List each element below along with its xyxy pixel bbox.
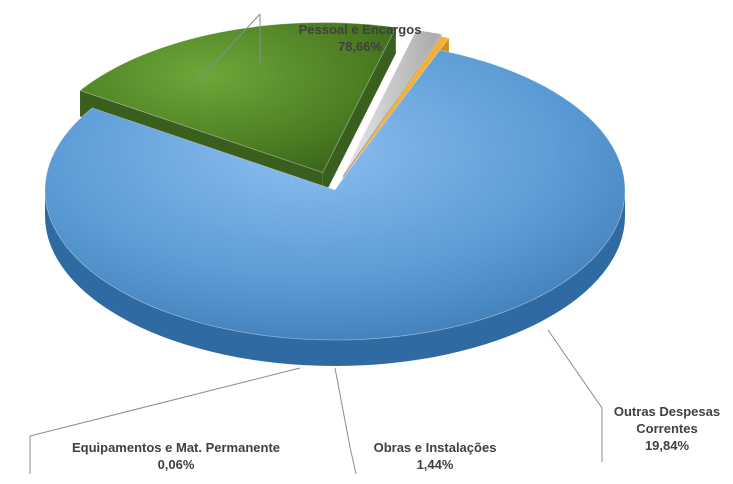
slice-pessoal-encargos-side [45,190,625,366]
slice-outras-despesas [79,22,397,174]
slice-equipamentos-leader-line [29,367,301,474]
slice-equipamentos-value-label: 0,06% [158,457,195,472]
slice-equipamentos-label: Equipamentos e Mat. Permanente [72,440,280,455]
slice-obras-instalacoes-value-label: 1,44% [417,457,454,472]
slice-pessoal-encargos-leader-line [196,13,261,83]
slice-obras-instalacoes [342,29,443,176]
slice-pessoal-encargos-label: Pessoal e Encargos [299,22,422,37]
slice-outras-despesas-leader-line [547,329,603,462]
slice-pessoal-encargos-value-label: 78,66% [338,39,383,54]
slice-obras-instalacoes-label: Obras e Instalações [374,440,497,455]
slice-outras-despesas-value-label: 19,84% [645,438,690,453]
slice-outras-despesas-wall-1 [322,27,396,199]
slice-outras-despesas-label-line-1: Outras Despesas [614,404,720,419]
slice-outras-despesas-label-line-2: Correntes [636,421,697,436]
slice-obras-instalacoes-leader-line [334,367,357,475]
slice-pessoal-encargos [44,48,626,341]
slice-equipamentos [342,36,450,178]
